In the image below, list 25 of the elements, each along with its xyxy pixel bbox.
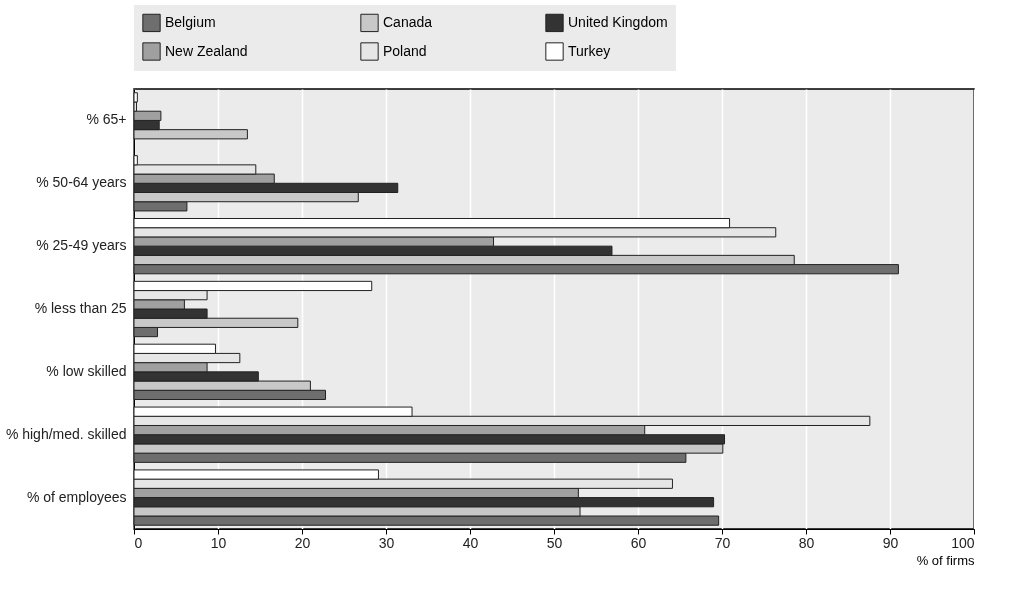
- y-tick-label: % high/med. skilled: [5, 425, 127, 442]
- legend-label: Turkey: [568, 42, 611, 59]
- x-tick-label: 100: [951, 534, 975, 551]
- legend-label: Poland: [383, 42, 427, 59]
- x-tick-label: 20: [294, 534, 311, 551]
- y-tick-label: % less than 25: [34, 300, 127, 316]
- x-tick-label: 80: [798, 534, 815, 551]
- legend-label: New Zealand: [165, 42, 248, 59]
- y-tick-label: % 65+: [86, 111, 127, 128]
- x-axis-title: % of firms: [916, 552, 975, 568]
- x-tick-label: 30: [378, 534, 395, 551]
- x-tick-label: 50: [546, 534, 563, 551]
- legend-label: Canada: [383, 13, 433, 30]
- y-tick-label: % 50-64 years: [36, 174, 127, 191]
- x-tick-label: 10: [210, 534, 227, 551]
- y-tick-label: % 25-49 years: [36, 237, 127, 254]
- legend-label: United Kingdom: [568, 13, 668, 30]
- x-tick-label: 90: [882, 534, 899, 551]
- x-tick-label: 70: [714, 534, 731, 551]
- y-tick-label: % low skilled: [46, 362, 127, 379]
- x-tick-label: 0: [134, 534, 143, 551]
- x-tick-label: 60: [630, 534, 647, 551]
- y-tick-label: % of employees: [26, 488, 127, 505]
- legend-label: Belgium: [165, 13, 216, 30]
- x-tick-label: 40: [462, 534, 479, 551]
